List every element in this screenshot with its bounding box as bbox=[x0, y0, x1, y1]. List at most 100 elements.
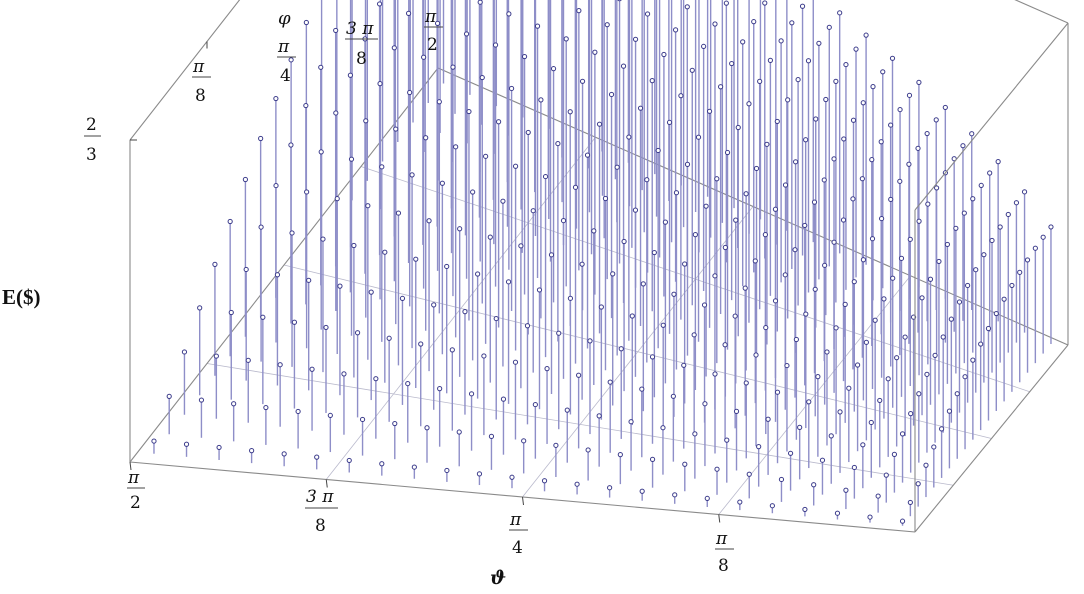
data-point bbox=[426, 218, 432, 224]
data-point bbox=[567, 109, 573, 115]
data-point bbox=[181, 349, 188, 355]
data-point bbox=[288, 142, 294, 148]
data-point bbox=[530, 208, 536, 214]
data-point bbox=[729, 60, 735, 67]
data-point bbox=[816, 40, 822, 46]
data-point bbox=[819, 457, 826, 463]
data-point bbox=[933, 117, 939, 123]
x-tick-mark bbox=[522, 496, 524, 506]
data-point bbox=[789, 20, 795, 26]
box-edge bbox=[914, 344, 1069, 533]
data-point bbox=[572, 184, 579, 190]
data-point bbox=[934, 185, 940, 191]
data-point bbox=[969, 131, 975, 137]
data-point bbox=[576, 8, 582, 14]
data-point bbox=[621, 238, 627, 245]
data-point bbox=[842, 301, 848, 307]
data-point bbox=[242, 176, 249, 183]
data-point bbox=[399, 295, 406, 302]
data-point bbox=[868, 419, 874, 426]
y-tick-label: π 4 bbox=[277, 37, 296, 86]
data-point bbox=[897, 106, 903, 113]
data-point bbox=[500, 198, 506, 204]
data-point bbox=[660, 425, 666, 431]
data-point bbox=[413, 256, 419, 262]
data-point bbox=[860, 100, 866, 106]
data-point bbox=[953, 225, 959, 231]
data-point bbox=[576, 372, 582, 378]
svg-text:4: 4 bbox=[512, 538, 523, 558]
data-point bbox=[263, 404, 269, 411]
data-point bbox=[782, 272, 788, 278]
x-axis-title: ϑ bbox=[490, 567, 506, 589]
data-point bbox=[231, 401, 237, 407]
data-point bbox=[450, 64, 456, 70]
data-point bbox=[434, 20, 441, 26]
data-point bbox=[927, 276, 934, 282]
data-point bbox=[395, 210, 402, 216]
data-point bbox=[476, 471, 483, 477]
data-point bbox=[885, 376, 891, 382]
data-point bbox=[555, 140, 561, 147]
data-point bbox=[341, 371, 347, 377]
data-point bbox=[1009, 282, 1015, 289]
data-point bbox=[563, 36, 569, 42]
svg-text:8: 8 bbox=[356, 49, 367, 69]
data-point bbox=[841, 136, 847, 142]
data-point bbox=[639, 488, 645, 494]
data-point bbox=[620, 63, 627, 69]
data-point bbox=[797, 424, 803, 430]
data-point bbox=[684, 161, 691, 167]
data-point bbox=[449, 347, 455, 353]
data-point bbox=[793, 336, 799, 343]
data-point bbox=[899, 431, 906, 437]
data-point bbox=[853, 46, 859, 52]
data-point bbox=[915, 481, 921, 487]
data-point bbox=[660, 322, 666, 328]
data-point bbox=[475, 271, 481, 277]
data-point bbox=[732, 313, 738, 319]
svg-text:3 π: 3 π bbox=[346, 19, 374, 39]
data-point bbox=[493, 315, 499, 322]
data-point bbox=[737, 499, 743, 505]
data-point bbox=[197, 305, 203, 311]
data-point bbox=[851, 464, 857, 471]
data-point bbox=[932, 352, 938, 358]
data-point bbox=[536, 287, 543, 293]
data-point bbox=[939, 426, 945, 432]
x-tick-label: 3 π 8 bbox=[305, 487, 338, 536]
data-point bbox=[997, 224, 1003, 230]
data-point bbox=[985, 325, 992, 332]
data-point bbox=[782, 182, 789, 188]
data-point bbox=[831, 239, 837, 245]
data-point bbox=[824, 349, 830, 355]
data-point bbox=[289, 230, 295, 236]
data-point bbox=[524, 323, 531, 329]
data-point bbox=[993, 310, 999, 317]
data-point bbox=[273, 95, 279, 102]
data-point bbox=[598, 304, 604, 310]
data-point bbox=[655, 147, 661, 154]
data-point bbox=[227, 218, 233, 225]
data-point bbox=[843, 61, 849, 68]
data-point bbox=[813, 116, 819, 122]
data-point bbox=[303, 19, 309, 26]
data-point bbox=[602, 195, 609, 202]
data-point bbox=[359, 416, 366, 423]
data-point bbox=[409, 172, 415, 178]
data-point bbox=[919, 295, 925, 301]
data-point bbox=[407, 89, 413, 96]
data-point bbox=[649, 78, 655, 84]
data-point bbox=[915, 145, 921, 151]
data-point bbox=[757, 78, 763, 84]
data-point bbox=[548, 252, 555, 258]
data-point bbox=[987, 170, 993, 176]
data-point bbox=[639, 386, 645, 392]
data-point bbox=[740, 39, 746, 45]
data-point bbox=[1013, 200, 1020, 206]
data-point bbox=[637, 105, 644, 111]
data-point bbox=[724, 437, 730, 443]
data-point bbox=[274, 272, 281, 278]
data-point bbox=[692, 231, 698, 238]
axis-ticks bbox=[129, 41, 721, 523]
